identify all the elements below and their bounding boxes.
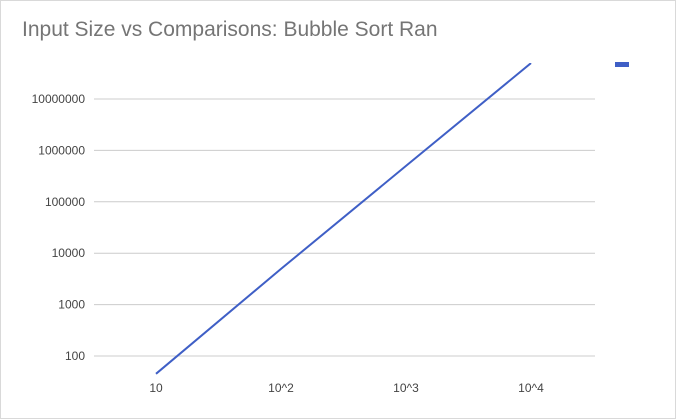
y-tick-label: 1000000 (38, 143, 85, 157)
x-tick-label: 10^2 (268, 381, 294, 395)
y-tick-label: 100 (65, 349, 85, 363)
chart-title: Input Size vs Comparisons: Bubble Sort R… (22, 18, 438, 41)
x-tick-label: 10 (149, 381, 163, 395)
series-line-0 (155, 63, 532, 375)
y-tick-label: 10000000 (32, 92, 86, 106)
y-tick-label: 100000 (45, 195, 85, 209)
x-tick-label: 10^3 (393, 381, 419, 395)
y-tick-label: 1000 (58, 298, 85, 312)
y-tick-label: 10000 (52, 246, 86, 260)
legend-swatch-0 (615, 62, 629, 67)
x-tick-label: 10^4 (518, 381, 544, 395)
